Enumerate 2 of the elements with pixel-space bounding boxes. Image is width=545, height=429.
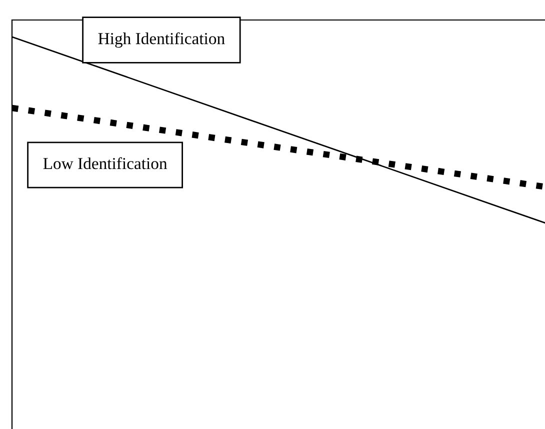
series-label: Low Identification [43, 157, 168, 170]
series-label: High Identification [98, 32, 225, 48]
